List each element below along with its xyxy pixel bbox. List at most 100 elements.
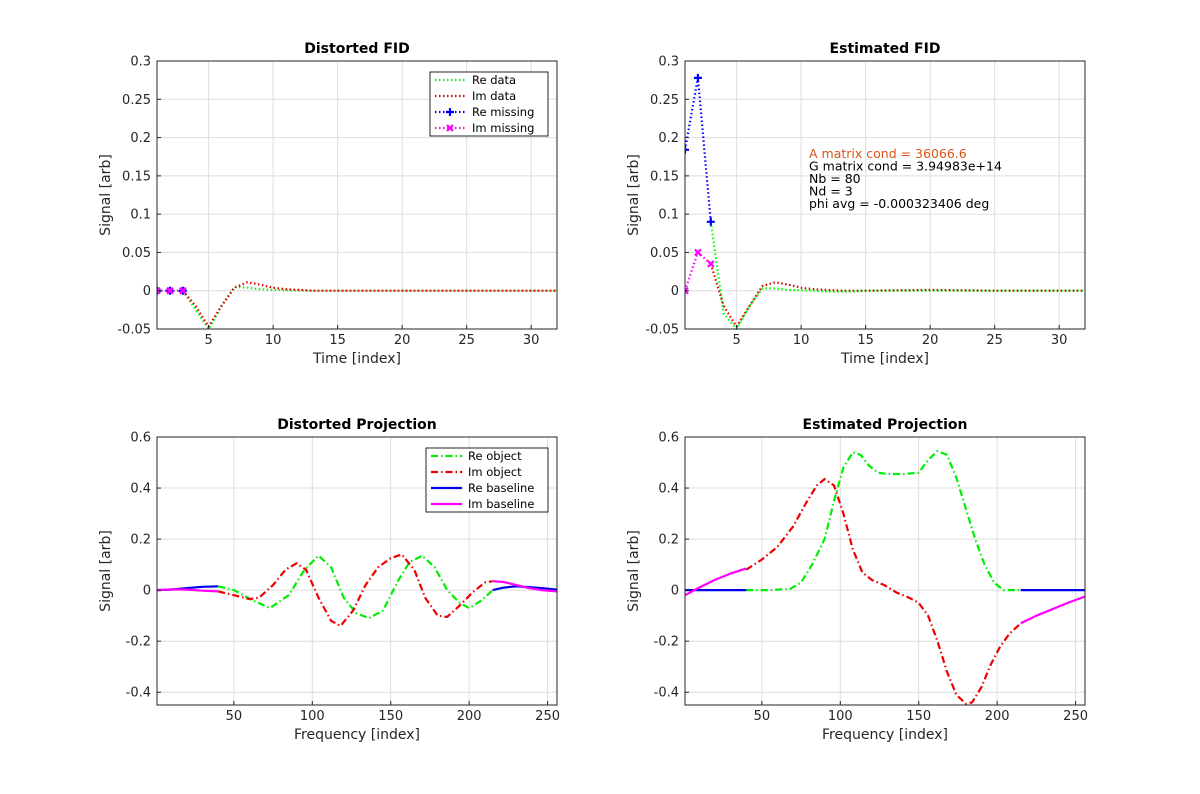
x-axis-label: Frequency [index]: [822, 727, 948, 743]
series-re-missing-marker: [685, 145, 689, 154]
y-tick-label: -0.4: [126, 686, 151, 701]
series-re-object-line: [217, 554, 494, 620]
series-im-baseline-line: [685, 567, 747, 597]
series-im-baseline-line-2: [1020, 595, 1085, 625]
x-tick-label: 5: [732, 333, 740, 348]
x-tick-label: 20: [394, 333, 411, 348]
legend-label: Re object: [468, 449, 522, 463]
chart-distorted-projection: 50 100 150 200 250 -0.4 -0.2 0 0.2 0.4 0.6 Distorte…: [98, 417, 560, 743]
legend-label: Im data: [472, 89, 516, 103]
series-im-missing-marker: [707, 260, 715, 268]
x-tick-label: 15: [857, 333, 874, 348]
series-re-missing-marker: [706, 217, 715, 226]
x-tick-label: 10: [265, 333, 282, 348]
legend-label: Im object: [468, 465, 522, 479]
plot-area: [685, 437, 1085, 705]
series-im-missing-marker: [157, 286, 161, 295]
x-tick-label: 5: [204, 333, 212, 348]
series-im-missing-marker: [179, 286, 187, 295]
x-tick-label: 25: [986, 333, 1003, 348]
y-tick-label: 0.05: [122, 246, 151, 261]
chart-distorted-fid: 5 10 15 20 25 30 -0.05 0 0.05 0.1 0.15 0.2 0.25 0.3 Di…: [98, 41, 558, 367]
axes-box: [156, 436, 558, 706]
y-tick-label: 0.6: [130, 431, 151, 446]
y-tick-label: 0.1: [130, 208, 151, 223]
x-axis-label: Time [index]: [312, 351, 401, 367]
x-tick-label: 200: [457, 709, 482, 724]
series-re-object-line: [746, 449, 1021, 592]
series-im-baseline-line: [157, 588, 219, 593]
x-tick-label: 100: [828, 709, 853, 724]
x-tick-label: 20: [922, 333, 939, 348]
y-tick-label: 0.15: [650, 169, 679, 184]
legend-box: [429, 71, 549, 137]
x-tick-label: 30: [523, 333, 540, 348]
series-group: [157, 553, 557, 627]
chart-title: Distorted FID: [304, 41, 409, 57]
legend-label: Re baseline: [468, 481, 534, 495]
y-axis-label: Signal [arb]: [98, 154, 114, 236]
x-tick-label: 250: [1063, 709, 1088, 724]
y-axis-label: Signal [arb]: [98, 530, 114, 612]
y-tick-label: 0.3: [130, 55, 151, 70]
x-tick-label: 100: [300, 709, 325, 724]
annotation-text: A matrix cond = 36066.6: [809, 146, 967, 161]
series-im-missing-marker: [166, 286, 174, 295]
grid: [157, 436, 557, 705]
y-tick-label: 0.25: [122, 93, 151, 108]
axes-box: [156, 60, 558, 330]
annotation-text: phi avg = -0.000323406 deg: [809, 196, 989, 211]
y-axis-label: Signal [arb]: [626, 530, 642, 612]
y-tick-label: 0.2: [130, 131, 151, 146]
x-tick-label: 250: [535, 709, 560, 724]
series-im-estimate-line: [709, 263, 1085, 328]
y-tick-label: -0.2: [654, 635, 679, 650]
series-im-object-line: [217, 553, 493, 627]
y-tick-label: 0.2: [130, 533, 151, 548]
chart-estimated-fid: 5 10 15 20 25 30 -0.05 0 0.05 0.1 0.15 0.2 0.25 0.3 Es…: [626, 41, 1086, 367]
axes-box: [684, 436, 1086, 706]
legend-box: [425, 447, 549, 513]
y-tick-label: -0.2: [126, 635, 151, 650]
plot-area: [685, 61, 1085, 329]
x-tick-label: 200: [985, 709, 1010, 724]
legend-label: Im missing: [472, 121, 534, 135]
y-tick-label: 0.3: [658, 55, 679, 70]
y-tick-label: 0.4: [130, 482, 151, 497]
y-tick-label: -0.05: [645, 323, 679, 338]
series-re-missing-marker: [693, 73, 702, 82]
axes-box: [684, 60, 1086, 330]
x-tick-label: 25: [458, 333, 475, 348]
series-im-missing-marker: [685, 286, 689, 295]
legend-marker: [446, 124, 454, 132]
legend-label: Re missing: [472, 105, 534, 119]
y-tick-label: 0.2: [658, 131, 679, 146]
y-tick-label: 0: [143, 584, 151, 599]
y-tick-label: 0.6: [658, 431, 679, 446]
y-tick-label: -0.05: [117, 323, 151, 338]
x-tick-label: 150: [906, 709, 931, 724]
legend-marker: [446, 108, 454, 116]
x-tick-label: 150: [378, 709, 403, 724]
y-axis-label: Signal [arb]: [626, 154, 642, 236]
chart-title: Estimated FID: [830, 41, 941, 57]
x-tick-label: 10: [793, 333, 810, 348]
chart-title: Distorted Projection: [277, 417, 437, 433]
series-re-data-line: [181, 285, 557, 331]
y-tick-label: 0: [143, 284, 151, 299]
annotation-text: G matrix cond = 3.94983e+14: [809, 159, 1002, 174]
series-group: [685, 449, 1085, 705]
chart-estimated-projection: 50 100 150 200 250 -0.4 -0.2 0 0.2 0.4 0.6 Estimate…: [626, 417, 1088, 743]
chart-title: Estimated Projection: [803, 417, 968, 433]
x-tick-label: 50: [226, 709, 243, 724]
series-im-object-line: [745, 478, 1022, 705]
x-tick-label: 15: [329, 333, 346, 348]
series-im-baseline-line-2: [492, 580, 557, 593]
annotation-text: Nd = 3: [809, 184, 853, 199]
legend-label: Im baseline: [468, 497, 534, 511]
series-group: [685, 73, 1085, 331]
y-tick-label: 0.4: [658, 482, 679, 497]
series-im-data-line: [181, 281, 557, 328]
annotation-text: Nb = 80: [809, 171, 861, 186]
